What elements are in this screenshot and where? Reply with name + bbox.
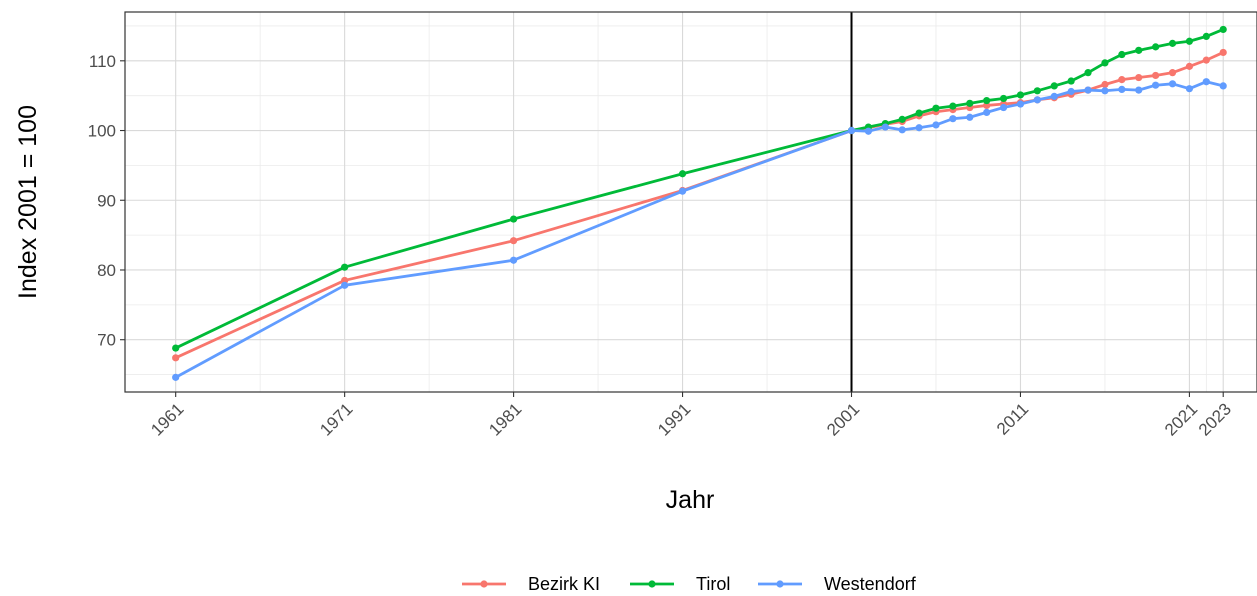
data-point bbox=[1135, 73, 1143, 82]
legend-label: Tirol bbox=[696, 574, 730, 594]
data-point bbox=[983, 96, 991, 105]
data-point bbox=[949, 115, 957, 123]
data-point bbox=[172, 354, 180, 362]
series-2 bbox=[172, 78, 1227, 381]
data-point bbox=[1185, 37, 1194, 45]
legend-item-1: Tirol bbox=[630, 574, 730, 594]
data-point bbox=[1118, 85, 1126, 93]
x-tick-label: 2001 bbox=[823, 399, 863, 439]
data-point bbox=[932, 121, 940, 129]
legend-key-point bbox=[776, 580, 784, 588]
data-point bbox=[1101, 80, 1109, 89]
data-point bbox=[932, 104, 940, 112]
data-point bbox=[966, 99, 974, 107]
data-point bbox=[1219, 25, 1227, 34]
data-point bbox=[1152, 71, 1160, 80]
data-point bbox=[915, 109, 923, 117]
data-point bbox=[1016, 91, 1025, 99]
legend-key-point bbox=[480, 580, 488, 588]
y-axis: 70 80 90 100 110 bbox=[88, 52, 125, 350]
x-tick-label: 1981 bbox=[485, 399, 525, 439]
data-point bbox=[881, 123, 889, 131]
data-point bbox=[509, 237, 518, 245]
series-layer bbox=[172, 25, 1227, 381]
data-point bbox=[1118, 50, 1126, 59]
x-axis-title: Jahr bbox=[666, 486, 715, 514]
data-point bbox=[966, 113, 974, 121]
data-point bbox=[678, 170, 687, 178]
x-tick-label: 2023 bbox=[1195, 399, 1235, 439]
data-point bbox=[1185, 62, 1194, 70]
data-point bbox=[1084, 69, 1092, 77]
data-point bbox=[678, 187, 687, 195]
y-tick-label: 80 bbox=[97, 261, 116, 280]
data-point bbox=[1202, 56, 1210, 64]
y-axis-title: Index 2001 = 100 bbox=[14, 105, 42, 299]
data-point bbox=[983, 108, 991, 117]
data-point bbox=[1202, 32, 1210, 41]
data-point bbox=[847, 126, 856, 135]
data-point bbox=[999, 94, 1008, 103]
data-point bbox=[999, 103, 1008, 112]
series-line bbox=[174, 51, 1225, 360]
y-tick-label: 110 bbox=[89, 52, 116, 71]
data-point bbox=[898, 126, 906, 134]
data-point bbox=[172, 373, 180, 381]
minor-gridlines bbox=[125, 12, 1257, 392]
series-line bbox=[174, 80, 1225, 379]
data-point bbox=[1118, 76, 1126, 84]
series-1 bbox=[172, 25, 1227, 352]
x-tick-label: 1971 bbox=[316, 399, 356, 439]
data-point bbox=[1152, 81, 1160, 89]
legend-label: Bezirk KI bbox=[528, 574, 600, 594]
data-point bbox=[1219, 48, 1227, 57]
data-point bbox=[1084, 86, 1092, 94]
data-point bbox=[341, 281, 349, 289]
data-point bbox=[1185, 85, 1194, 93]
series-line bbox=[174, 28, 1225, 350]
y-tick-label: 70 bbox=[97, 331, 116, 350]
data-point bbox=[864, 127, 873, 135]
data-point bbox=[1219, 82, 1227, 90]
data-point bbox=[1101, 87, 1109, 95]
data-point bbox=[1135, 46, 1143, 54]
data-point bbox=[1202, 78, 1210, 86]
data-point bbox=[1067, 77, 1075, 85]
legend: Bezirk KI Tirol Westendorf bbox=[462, 574, 917, 594]
data-point bbox=[949, 102, 957, 110]
x-tick-label: 1961 bbox=[147, 399, 187, 439]
y-tick-label: 90 bbox=[97, 191, 116, 210]
data-point bbox=[1033, 87, 1041, 95]
data-point bbox=[1016, 100, 1025, 108]
data-point bbox=[1101, 59, 1109, 67]
data-point bbox=[1067, 87, 1075, 96]
major-gridlines bbox=[125, 12, 1257, 392]
y-tick-label: 100 bbox=[88, 122, 116, 141]
x-tick-label: 2011 bbox=[993, 399, 1032, 438]
legend-label: Westendorf bbox=[824, 574, 917, 594]
data-point bbox=[1033, 96, 1041, 104]
x-tick-label: 1991 bbox=[654, 399, 694, 439]
data-point bbox=[1168, 69, 1177, 77]
data-point bbox=[1168, 80, 1177, 88]
data-point bbox=[1168, 39, 1177, 47]
data-point bbox=[1050, 82, 1058, 90]
data-point bbox=[898, 115, 906, 123]
data-point bbox=[1050, 92, 1058, 100]
legend-item-0: Bezirk KI bbox=[462, 574, 600, 594]
data-point bbox=[172, 344, 180, 352]
data-point bbox=[509, 256, 518, 264]
x-tick-label: 2021 bbox=[1161, 399, 1201, 439]
data-point bbox=[509, 215, 518, 223]
data-point bbox=[1152, 43, 1160, 51]
plot-panel-border bbox=[124, 11, 1257, 393]
legend-item-2: Westendorf bbox=[758, 574, 917, 594]
legend-key-point bbox=[648, 580, 656, 588]
data-point bbox=[341, 263, 349, 271]
data-point bbox=[1135, 86, 1143, 94]
data-point bbox=[915, 124, 923, 132]
